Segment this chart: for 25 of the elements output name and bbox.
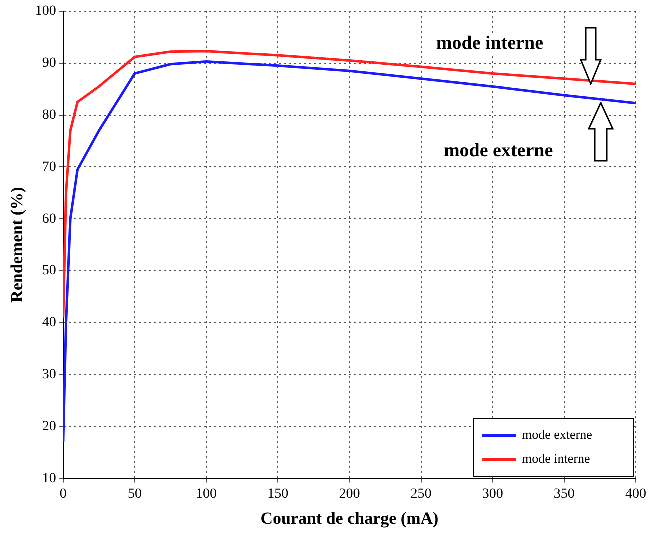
y-tick-label: 70 xyxy=(42,160,56,175)
annotation: mode externe xyxy=(444,140,554,162)
y-axis-title: Rendement (%) xyxy=(8,187,27,303)
x-tick-label: 100 xyxy=(196,486,218,502)
y-tick-label: 50 xyxy=(42,264,56,279)
x-tick-label: 200 xyxy=(339,486,360,502)
y-tick-label: 80 xyxy=(42,108,56,123)
x-tick-label: 150 xyxy=(268,486,289,502)
legend-label: mode externe xyxy=(522,427,593,442)
annotation: mode interne xyxy=(436,33,544,54)
x-tick-label: 350 xyxy=(554,486,575,502)
x-axis-title: Courant de charge (mA) xyxy=(260,509,439,528)
x-tick-label: 0 xyxy=(60,486,67,502)
y-tick-label: 10 xyxy=(42,471,56,486)
legend-label: mode interne xyxy=(522,451,590,466)
x-tick-label: 400 xyxy=(626,486,646,502)
y-tick-label: 60 xyxy=(42,212,56,227)
y-tick-label: 90 xyxy=(42,56,56,72)
y-tick-label: 30 xyxy=(42,368,56,383)
x-tick-label: 300 xyxy=(482,486,504,502)
x-tick-label: 50 xyxy=(128,486,142,502)
x-tick-label: 250 xyxy=(410,486,432,502)
y-tick-label: 20 xyxy=(42,420,56,435)
y-tick-label: 40 xyxy=(42,316,56,331)
y-tick-label: 100 xyxy=(35,4,56,20)
